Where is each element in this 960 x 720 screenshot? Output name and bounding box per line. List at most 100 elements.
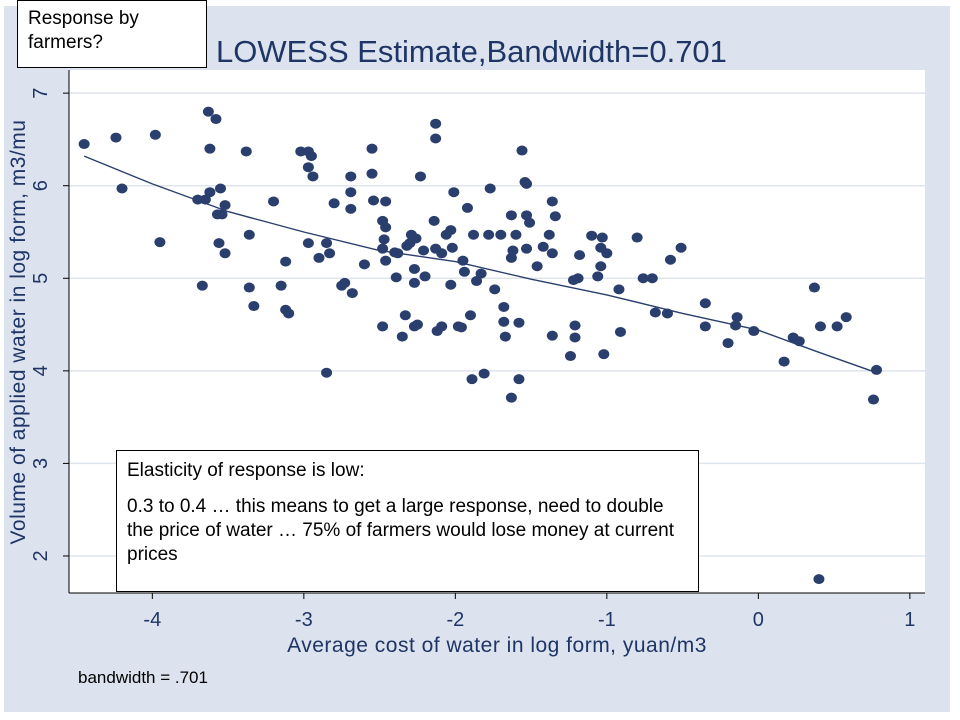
scatter-point [598, 349, 610, 360]
scatter-point [380, 222, 392, 233]
scatter-point [204, 187, 216, 198]
scatter-point [378, 234, 390, 245]
scatter-point [813, 574, 825, 585]
scatter-point [513, 374, 525, 385]
axis-ticks: 2 3 4 5 6 7 -4 -3 -2 -1 0 1 [30, 88, 915, 631]
scatter-point [516, 145, 528, 156]
chart-title: LOWESS Estimate,Bandwidth=0.701 [216, 34, 727, 69]
scatter-point [419, 271, 431, 282]
scatter-point [345, 203, 357, 214]
scatter-point [748, 326, 760, 337]
scatter-point [513, 317, 525, 328]
scatter-point [614, 326, 626, 337]
scatter-point [521, 178, 533, 189]
scatter-point [307, 171, 319, 182]
scatter-point [436, 248, 448, 259]
scatter-point [631, 232, 643, 243]
scatter-point [531, 261, 543, 272]
scatter-point [302, 162, 314, 173]
elasticity-callout: Elasticity of response is low: 0.3 to 0.… [116, 450, 699, 592]
y-axis-label: Volume of applied water in log form, m3/… [7, 120, 30, 545]
scatter-point [475, 268, 487, 279]
scatter-point [110, 132, 122, 143]
scatter-point [243, 229, 255, 240]
scatter-point [613, 284, 625, 295]
x-tick-label: -2 [446, 609, 464, 631]
scatter-point [240, 146, 252, 157]
scatter-point [468, 229, 480, 240]
scatter-point [275, 280, 287, 291]
scatter-point [321, 367, 333, 378]
scatter-point [358, 259, 370, 270]
scatter-point [219, 248, 231, 259]
scatter-point [537, 241, 549, 252]
scatter-point [305, 151, 317, 162]
scatter-point [149, 129, 161, 140]
scatter-point [595, 261, 607, 272]
scatter-point [219, 200, 231, 211]
y-tick-label: 7 [30, 88, 52, 99]
scatter-point [549, 211, 561, 222]
scatter-point [840, 312, 852, 323]
x-tick-label: -4 [143, 609, 161, 631]
scatter-point [572, 273, 584, 284]
scatter-point [248, 301, 260, 312]
scatter-point [380, 196, 392, 207]
y-tick-label: 4 [30, 365, 52, 376]
scatter-point [546, 196, 558, 207]
scatter-point [722, 338, 734, 349]
scatter-point [213, 238, 225, 249]
scatter-point [499, 331, 511, 342]
scatter-point [483, 229, 495, 240]
scatter-point [471, 276, 483, 287]
scatter-point [592, 271, 604, 282]
scatter-point [414, 171, 426, 182]
scatter-point [345, 171, 357, 182]
scatter-point [408, 277, 420, 288]
scatter-point [210, 114, 222, 125]
scatter-point [366, 168, 378, 179]
x-tick-label: 1 [904, 609, 915, 631]
scatter-point [211, 209, 223, 220]
scatter-point [586, 230, 598, 241]
scatter-point [498, 316, 510, 327]
scatter-points [78, 106, 883, 585]
scatter-point [368, 195, 380, 206]
scatter-point [646, 273, 658, 284]
scatter-point [521, 243, 533, 254]
scatter-point [867, 394, 879, 405]
scatter-point [283, 308, 295, 319]
scatter-point [495, 229, 507, 240]
scatter-point [295, 146, 307, 157]
scatter-point [390, 272, 402, 283]
scatter-point [410, 233, 422, 244]
scatter-point [808, 282, 820, 293]
response-callout: Response by farmers? [17, 0, 207, 68]
scatter-point [546, 330, 558, 341]
x-tick-label: 0 [753, 609, 764, 631]
scatter-point [399, 310, 411, 321]
elasticity-heading: Elasticity of response is low: [127, 460, 365, 481]
scatter-point [778, 356, 790, 367]
scatter-point [510, 229, 522, 240]
scatter-point [831, 321, 843, 332]
scatter-point [478, 368, 490, 379]
x-axis-label: Average cost of water in log form, yuan/… [287, 634, 707, 657]
scatter-point [489, 284, 501, 295]
scatter-point [243, 282, 255, 293]
scatter-point [78, 139, 90, 150]
scatter-point [664, 254, 676, 265]
scatter-point [313, 252, 325, 263]
scatter-point [601, 248, 613, 259]
scatter-point [675, 242, 687, 253]
y-tick-label: 5 [30, 273, 52, 284]
x-tick-label: -1 [598, 609, 616, 631]
scatter-point [455, 322, 467, 333]
scatter-point [574, 250, 586, 261]
scatter-point [436, 321, 448, 332]
scatter-point [445, 279, 457, 290]
scatter-point [505, 210, 517, 221]
scatter-point [564, 351, 576, 362]
